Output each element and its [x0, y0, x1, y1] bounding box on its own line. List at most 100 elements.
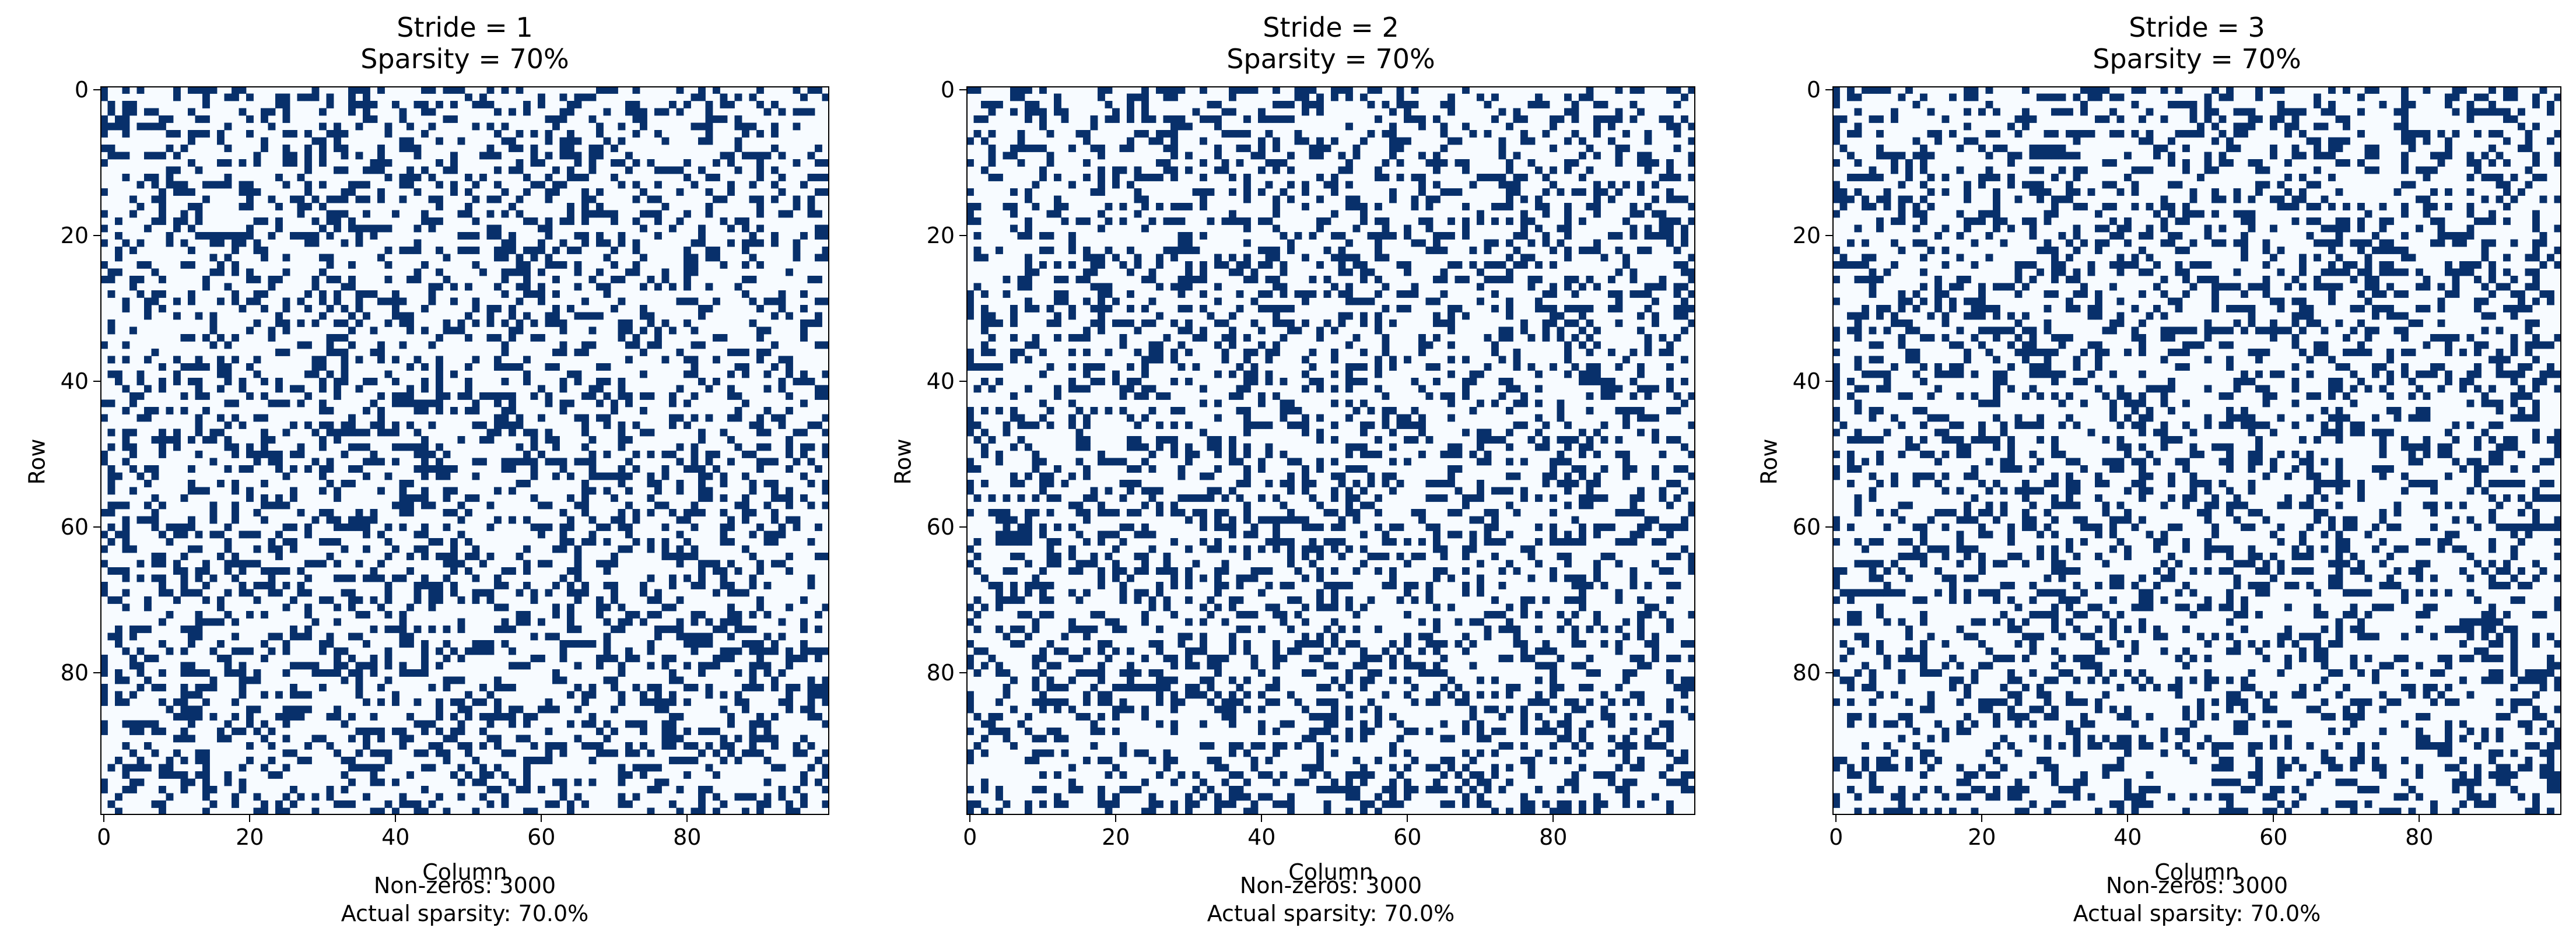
nonzero-cell [421, 363, 429, 371]
nonzero-cell [559, 640, 567, 648]
nonzero-cell [1659, 115, 1667, 123]
nonzero-cell [115, 596, 122, 604]
nonzero-cell [486, 640, 495, 648]
nonzero-cell [771, 480, 779, 487]
nonzero-cell [669, 283, 677, 291]
nonzero-cell [501, 567, 509, 575]
nonzero-cell [348, 778, 356, 786]
nonzero-cell [1338, 516, 1346, 524]
nonzero-cell [727, 392, 735, 400]
nonzero-cell [786, 407, 793, 414]
nonzero-cell [661, 268, 670, 276]
nonzero-cell [486, 334, 495, 342]
nonzero-cell [413, 669, 422, 677]
nonzero-cell [1506, 378, 1513, 385]
nonzero-cell [341, 589, 349, 597]
nonzero-cell [253, 414, 261, 422]
nonzero-cell [742, 494, 749, 502]
nonzero-cell [1098, 451, 1105, 458]
nonzero-cell [334, 487, 341, 495]
nonzero-cell [545, 188, 553, 196]
nonzero-cell [647, 545, 655, 553]
nonzero-cell [377, 421, 385, 429]
nonzero-cell [348, 800, 356, 808]
nonzero-cell [392, 458, 399, 466]
nonzero-cell [436, 399, 443, 407]
nonzero-cell [720, 800, 728, 808]
nonzero-cell [727, 749, 735, 757]
nonzero-cell [574, 247, 582, 254]
nonzero-cell [1200, 159, 1207, 167]
nonzero-cell [1265, 356, 1273, 364]
nonzero-cell [224, 465, 232, 473]
nonzero-cell [1484, 239, 1492, 247]
nonzero-cell [771, 494, 779, 502]
nonzero-cell [1513, 247, 1521, 254]
nonzero-cell [552, 545, 560, 553]
nonzero-cell [611, 626, 618, 633]
nonzero-cell [1258, 516, 1266, 524]
nonzero-cell [450, 582, 458, 589]
nonzero-cell [1652, 319, 1659, 327]
nonzero-cell [1265, 290, 1273, 298]
nonzero-cell [472, 596, 480, 604]
nonzero-cell [581, 589, 589, 597]
nonzero-cell [1236, 392, 1244, 400]
nonzero-cell [509, 778, 516, 786]
nonzero-cell [530, 807, 538, 815]
nonzero-cell [552, 349, 560, 356]
nonzero-cell [1491, 115, 1499, 123]
nonzero-cell [268, 589, 276, 597]
nonzero-cell [1265, 247, 1273, 254]
nonzero-cell [159, 618, 166, 626]
nonzero-cell [1564, 370, 1572, 378]
nonzero-cell [261, 735, 268, 743]
nonzero-cell [319, 203, 327, 210]
nonzero-cell [684, 210, 691, 218]
nonzero-cell [647, 392, 655, 400]
nonzero-cell [1127, 443, 1134, 451]
nonzero-cell [1243, 451, 1251, 458]
nonzero-cell [370, 655, 378, 662]
nonzero-cell [1229, 451, 1236, 458]
nonzero-cell [355, 86, 363, 94]
nonzero-cell [1214, 115, 1222, 123]
nonzero-cell [1440, 268, 1448, 276]
nonzero-cell [1003, 276, 1011, 283]
nonzero-cell [1608, 553, 1615, 560]
nonzero-cell [443, 392, 451, 400]
nonzero-cell [756, 203, 764, 210]
nonzero-cell [1506, 531, 1513, 539]
nonzero-cell [399, 501, 407, 510]
nonzero-cell [516, 611, 524, 619]
nonzero-cell [202, 778, 210, 786]
nonzero-cell [973, 86, 982, 94]
nonzero-cell [465, 567, 472, 575]
nonzero-cell [1352, 261, 1361, 269]
nonzero-cell [370, 378, 378, 385]
nonzero-cell [180, 553, 188, 560]
nonzero-cell [450, 407, 458, 414]
nonzero-cell [756, 428, 764, 437]
nonzero-cell [1214, 122, 1222, 131]
nonzero-cell [654, 326, 662, 335]
nonzero-cell [144, 297, 152, 305]
nonzero-cell [1309, 86, 1317, 94]
nonzero-cell [661, 553, 670, 560]
nonzero-cell [1688, 137, 1695, 145]
nonzero-cell [202, 749, 210, 757]
nonzero-cell [355, 633, 363, 641]
nonzero-cell [465, 713, 472, 721]
nonzero-cell [552, 166, 560, 174]
nonzero-cell [1098, 188, 1105, 196]
nonzero-cell [698, 378, 706, 385]
nonzero-cell [304, 152, 312, 160]
nonzero-cell [1141, 524, 1149, 531]
nonzero-cell [363, 640, 370, 648]
nonzero-cell [457, 501, 465, 510]
nonzero-cell [1323, 538, 1331, 546]
nonzero-cell [136, 669, 145, 677]
nonzero-cell [581, 428, 589, 437]
nonzero-cell [326, 640, 334, 648]
nonzero-cell [399, 728, 407, 735]
